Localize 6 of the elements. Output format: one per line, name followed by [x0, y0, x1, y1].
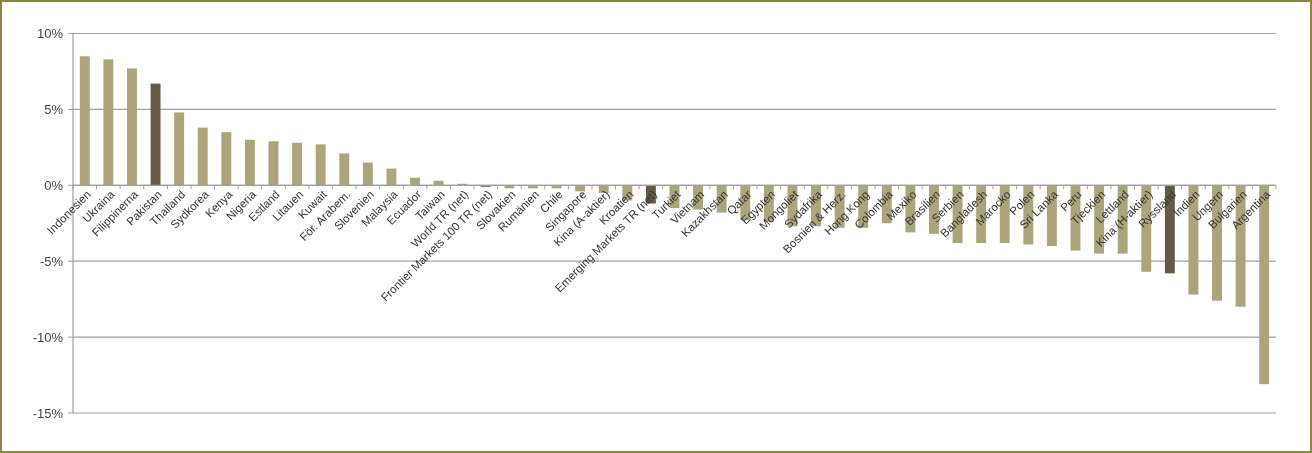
y-tick-label: 0%: [44, 177, 64, 193]
y-tick-label: 10%: [36, 26, 64, 42]
y-tick-label: -5%: [39, 253, 64, 269]
y-tick-label: 5%: [44, 101, 64, 117]
y-tick-label: -10%: [32, 329, 64, 345]
y-tick-label: -15%: [32, 405, 64, 421]
